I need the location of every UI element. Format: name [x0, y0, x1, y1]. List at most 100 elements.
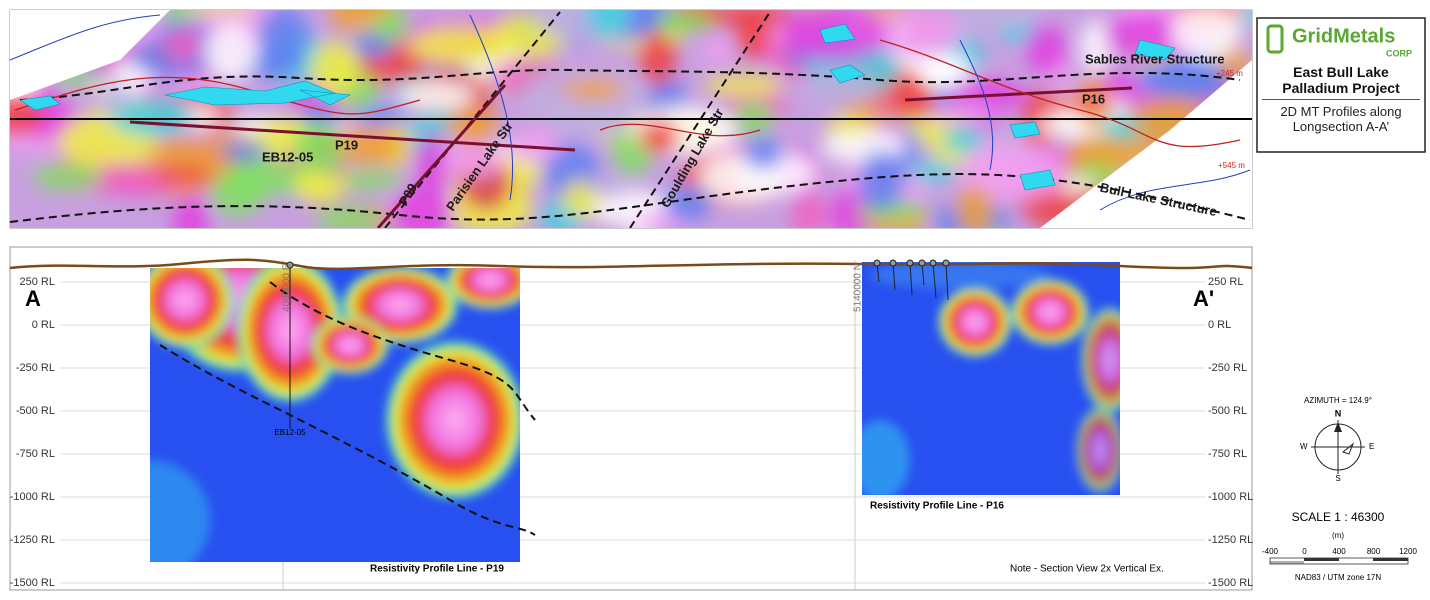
raster-blob	[300, 104, 336, 127]
shape	[1373, 558, 1408, 561]
compass-s: S	[1335, 474, 1340, 483]
raster-blob	[163, 28, 203, 63]
section-end: A	[25, 286, 41, 311]
logo-name: GridMetals	[1292, 25, 1395, 47]
raster-blob	[509, 127, 560, 164]
shape	[873, 259, 881, 267]
shape	[892, 262, 896, 291]
raster-blob	[1171, 10, 1240, 61]
raster-blob	[699, 37, 735, 63]
raster-blob	[375, 10, 411, 41]
logo-corp: CORP	[1386, 48, 1412, 58]
rl-label: -250 RL	[16, 362, 55, 374]
lake	[19, 23, 1176, 191]
rl-label: 250 RL	[20, 276, 55, 288]
raster-blob	[982, 148, 1015, 193]
title-box	[1256, 17, 1426, 153]
rl-label: -1250 RL	[1208, 534, 1253, 546]
shape	[862, 420, 910, 495]
profile-label: Resistivity Profile Line - P16	[870, 501, 1004, 512]
raster-blob	[858, 151, 905, 211]
compass-w: W	[1300, 442, 1308, 451]
shape	[150, 460, 210, 562]
shape	[1270, 561, 1304, 564]
shape	[150, 268, 520, 562]
project-title: East Bull Lake Palladium Project	[1262, 64, 1420, 100]
raster-blob	[587, 10, 631, 39]
section-end: A'	[1193, 286, 1214, 311]
shape	[918, 259, 926, 267]
shape	[909, 262, 913, 296]
scale-datum: NAD83 / UTM zone 17N	[1295, 573, 1381, 582]
rl-label: -1500 RL	[1208, 577, 1253, 589]
shape	[1010, 278, 1090, 346]
raster-blob	[735, 10, 771, 60]
structure	[384, 11, 561, 228]
profile-line	[376, 84, 507, 228]
raster-blob	[154, 165, 213, 183]
collar	[286, 261, 294, 269]
shape	[929, 259, 937, 267]
raster-blob	[585, 178, 632, 198]
shape	[310, 315, 390, 375]
raster-blob	[790, 192, 828, 228]
raster-blob	[356, 107, 411, 126]
shape	[932, 262, 937, 299]
structure	[19, 68, 1241, 101]
raster-blob	[871, 10, 964, 59]
raster-blob	[1059, 177, 1097, 195]
rl-label: -1500 RL	[10, 577, 55, 589]
shape	[870, 262, 1050, 289]
note: Note - Section View 2x Vertical Ex.	[1010, 564, 1164, 575]
raster-blob	[219, 141, 271, 162]
raster-mask	[10, 10, 1252, 228]
rl-label: -1000 RL	[10, 491, 55, 503]
scale-tick-label: 800	[1367, 547, 1381, 556]
hole-label: EB12-05	[274, 428, 306, 437]
compass-north	[1334, 422, 1342, 432]
topography	[9, 258, 1253, 271]
raster-blob	[702, 75, 784, 96]
structure-section	[159, 281, 536, 536]
elevation-label: +245 m	[1216, 69, 1243, 78]
rl-label: 0 RL	[1208, 319, 1231, 331]
raster-blob	[956, 184, 993, 228]
shape	[889, 259, 897, 267]
raster-blob	[205, 23, 258, 81]
scale-tick-label: -400	[1262, 547, 1279, 556]
shape	[906, 259, 914, 267]
raster-blob	[733, 100, 774, 136]
map-raster	[10, 10, 1252, 228]
shape	[937, 286, 1013, 358]
raster-blob	[562, 78, 626, 101]
raster-blob	[908, 160, 957, 184]
rl-label: -500 RL	[1208, 405, 1247, 417]
map-label: Sables River Structure	[1085, 51, 1224, 66]
logo-icon	[1266, 24, 1284, 54]
compass-e: E	[1369, 442, 1374, 451]
scale-tick-label: 400	[1332, 547, 1346, 556]
scale-bar: -400 0 400 800 1200	[1262, 547, 1417, 565]
rl-label: -1000 RL	[1208, 491, 1253, 503]
shape	[921, 262, 925, 286]
raster-blob	[33, 163, 103, 191]
raster-blob	[924, 103, 996, 124]
profile-label: Resistivity Profile Line - P19	[370, 564, 504, 575]
raster-blob	[543, 10, 576, 31]
map-label: P16	[1082, 91, 1105, 106]
easting-label: 4000000 E	[282, 263, 293, 312]
shape	[862, 262, 1120, 495]
shape	[150, 268, 235, 350]
shape	[159, 344, 536, 536]
map-label: P19	[335, 137, 358, 152]
rl-label: 250 RL	[1208, 276, 1243, 288]
raster-blob	[295, 122, 344, 182]
raster-blob	[223, 158, 307, 197]
raster-blob	[647, 10, 715, 33]
shape	[942, 259, 950, 267]
map-lines	[10, 11, 1252, 228]
raster-blob	[1144, 61, 1231, 103]
rl-label: -500 RL	[16, 405, 55, 417]
shape: East Bull Lake Palladium Project 2D MT P…	[1262, 64, 1420, 134]
